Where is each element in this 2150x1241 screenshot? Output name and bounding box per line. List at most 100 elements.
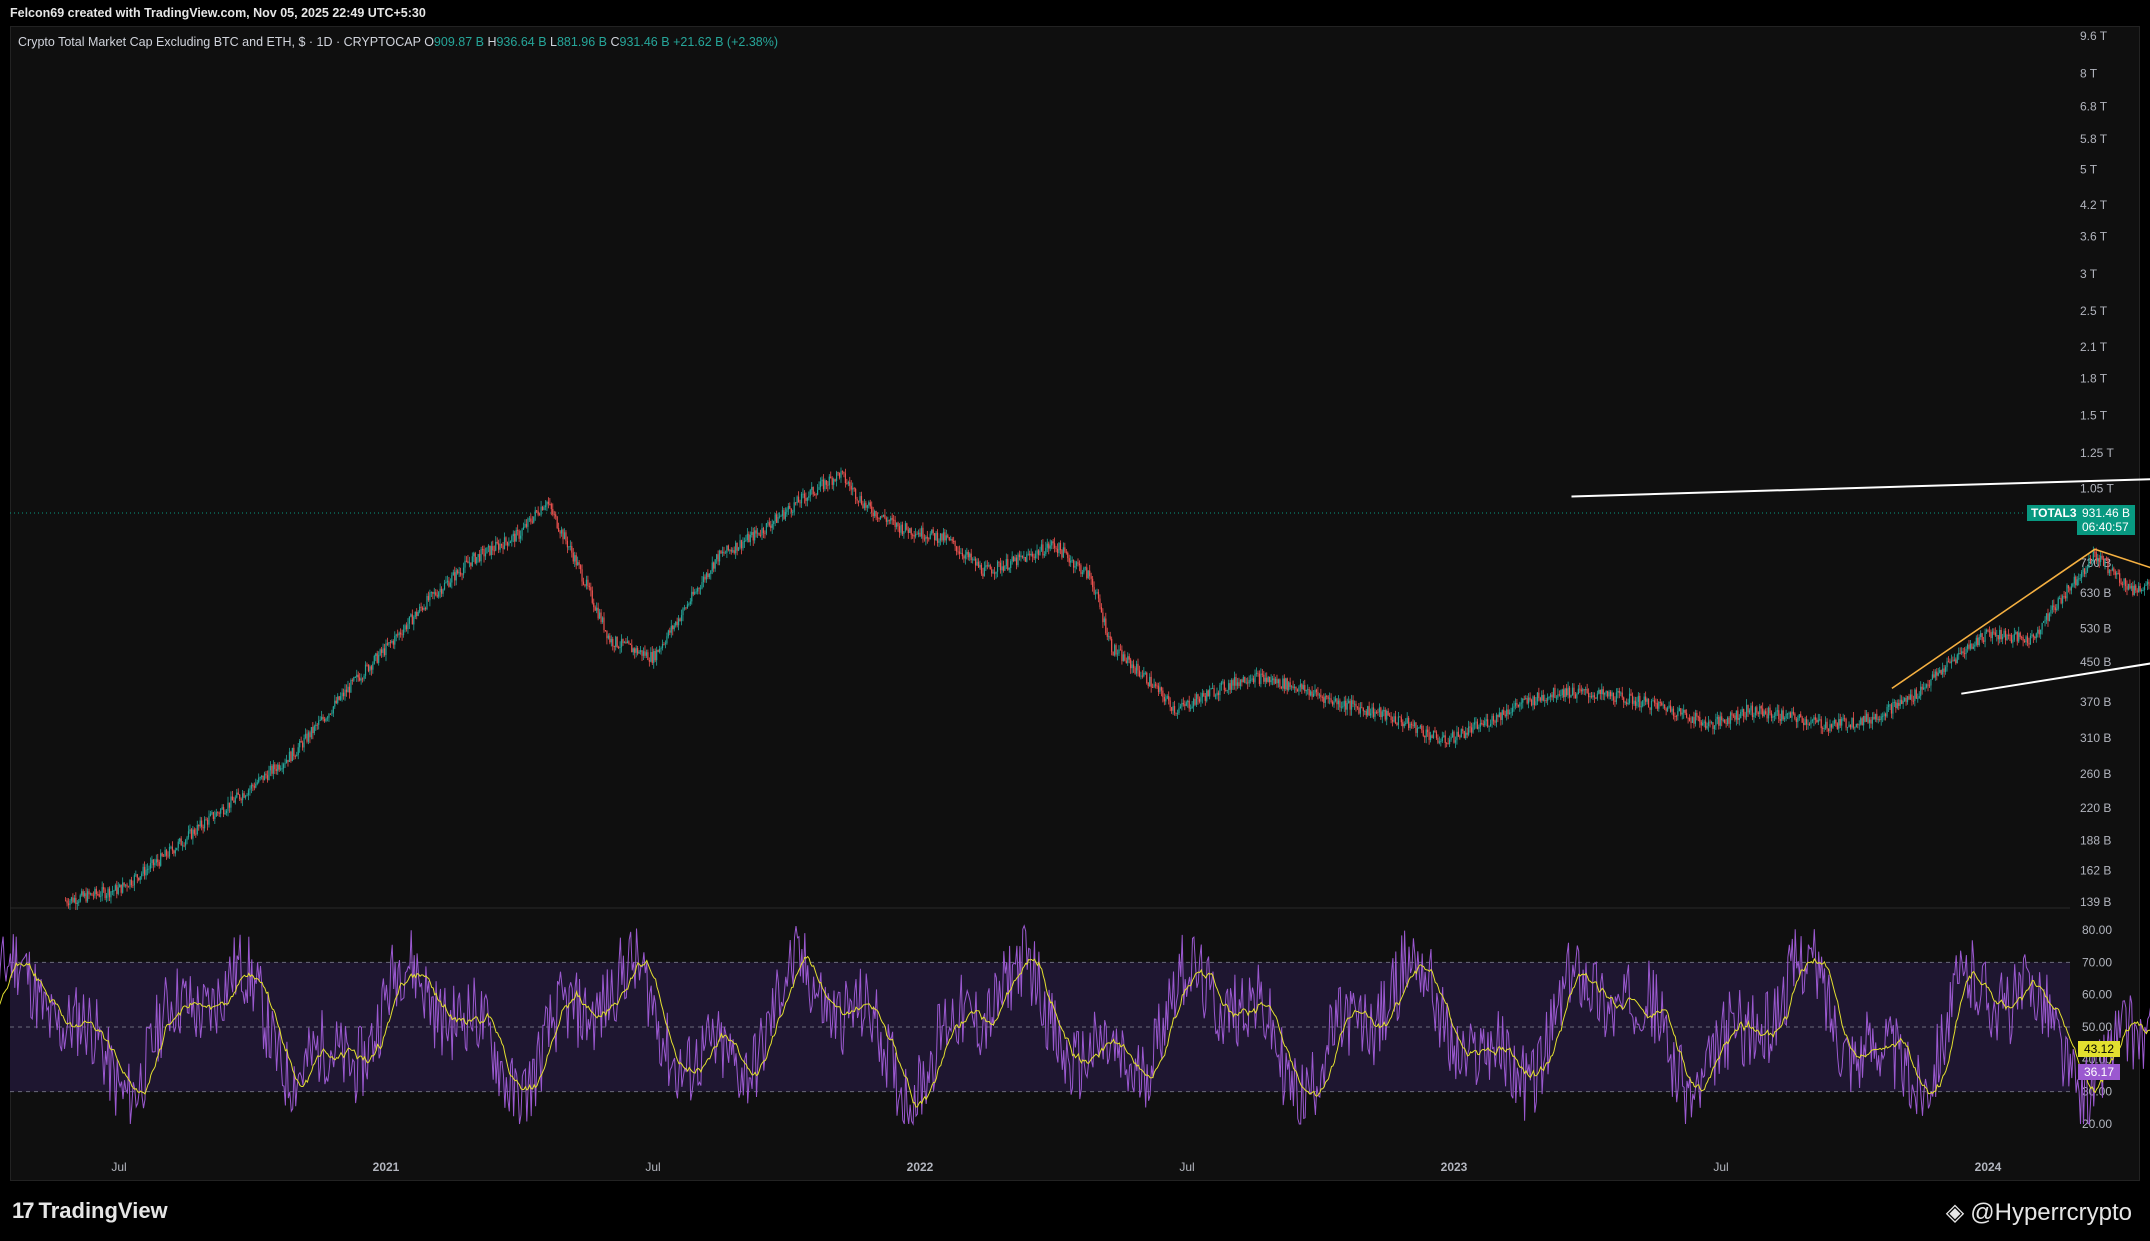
candle-body: [639, 650, 642, 652]
candle-body: [830, 476, 832, 479]
candle-body: [1952, 660, 1954, 662]
candle-body: [1241, 679, 1243, 683]
candle-body: [964, 554, 966, 559]
candle-body: [1958, 653, 1960, 655]
candle-body: [1516, 702, 1518, 705]
candle-body: [1263, 674, 1265, 682]
candle-body: [250, 784, 253, 789]
candle-body: [999, 562, 1002, 571]
candle-body: [1288, 682, 1290, 691]
candle-body: [1409, 723, 1411, 728]
tradingview-logo[interactable]: 17 TradingView: [12, 1198, 168, 1224]
candle-body: [1055, 547, 1057, 549]
candle-body: [650, 652, 652, 662]
candle-body: [1732, 715, 1735, 717]
candle-body: [1043, 554, 1045, 556]
author-watermark: ◈ @Hyperrcrypto: [1946, 1198, 2132, 1227]
candle-body: [776, 514, 778, 523]
candle-body: [1769, 707, 1771, 714]
candle-body: [1892, 702, 1894, 714]
trendline-upper[interactable]: [1571, 450, 2150, 498]
candle-body: [1460, 729, 1462, 738]
candle-body: [234, 797, 236, 803]
candle-body: [280, 768, 282, 770]
candle-body: [748, 533, 750, 543]
candle-body: [490, 546, 492, 556]
candle-body: [778, 516, 781, 518]
candle-body: [1279, 679, 1281, 687]
candle-body: [182, 845, 184, 847]
candle-body: [300, 740, 302, 743]
candle-body: [1765, 711, 1767, 714]
candle-body: [550, 503, 552, 510]
candle-body: [1759, 706, 1761, 714]
candle-body: [797, 496, 800, 503]
candle-body: [486, 547, 488, 554]
candle-body: [951, 539, 953, 542]
candle-body: [322, 716, 324, 720]
candle-body: [1228, 683, 1230, 690]
candle-body: [938, 540, 940, 543]
candle-body: [1582, 689, 1584, 692]
candle-body: [1137, 663, 1139, 671]
candle-body: [2088, 558, 2090, 568]
candle-body: [1260, 673, 1262, 684]
candle-body: [1130, 659, 1132, 669]
candle-body: [698, 588, 700, 589]
candle-body: [939, 533, 942, 541]
candle-body: [887, 520, 889, 522]
candle-body: [1925, 684, 1928, 688]
candle-body: [124, 884, 127, 886]
candle-body: [955, 546, 958, 552]
rsi-axis-tick: 70.00: [2082, 955, 2112, 969]
candle-body: [1049, 545, 1051, 549]
candle-body: [325, 718, 327, 722]
candle-body: [86, 891, 89, 902]
candle-body: [1386, 711, 1388, 720]
candle-body: [658, 648, 661, 652]
price-axis-tick: 3.6 T: [2080, 230, 2108, 244]
candle-body: [947, 535, 949, 538]
rsi-value-tag: 36.17: [2078, 1064, 2121, 1080]
time-axis-tick: Jul: [1179, 1160, 1194, 1174]
candle-body: [1312, 693, 1315, 697]
candle-body: [1046, 543, 1048, 548]
candle-body: [1045, 547, 1047, 555]
candle-body: [420, 606, 422, 608]
candle-body: [1918, 696, 1920, 699]
watermark-text: @Hyperrcrypto: [1970, 1198, 2132, 1226]
candle-body: [1410, 723, 1413, 725]
trendline-lower[interactable]: [1961, 519, 2150, 695]
candle-body: [531, 521, 533, 523]
candle-body: [891, 518, 893, 520]
diamond-logo-icon: ◈: [1945, 1199, 1965, 1226]
candle-body: [1715, 719, 1717, 726]
candle-body: [1933, 674, 1935, 678]
candle-body: [1146, 672, 1148, 683]
candle-body: [220, 809, 222, 814]
price-axis-tick: 6.8 T: [2080, 100, 2108, 114]
candle-body: [808, 495, 810, 498]
candle-body: [1086, 567, 1088, 579]
candle-body: [1748, 710, 1751, 713]
candle-body: [682, 608, 684, 616]
candle-body: [1435, 732, 1438, 738]
candle-body: [1403, 724, 1405, 727]
candle-body: [92, 895, 94, 897]
candle-body: [1380, 707, 1382, 718]
candle-body: [950, 539, 952, 541]
candle-body: [454, 572, 456, 581]
candle-body: [647, 652, 649, 661]
candle-body: [995, 571, 997, 574]
candle-body: [1762, 708, 1764, 717]
candle-body: [1166, 696, 1168, 699]
candle-body: [1746, 704, 1748, 717]
candle-body: [796, 496, 798, 504]
candle-body: [174, 850, 176, 854]
candle-body: [642, 651, 645, 656]
price-chart-svg[interactable]: 9.6 T 8 T 6.8 T 5.8 T 5 T 4.2 T 3.6 T 3 T 2.5 T 2…: [0, 0, 2150, 1181]
candle-body: [1867, 713, 1869, 723]
candle-body: [1917, 698, 1919, 700]
candle-body: [1968, 644, 1970, 649]
candle-body: [122, 882, 124, 893]
